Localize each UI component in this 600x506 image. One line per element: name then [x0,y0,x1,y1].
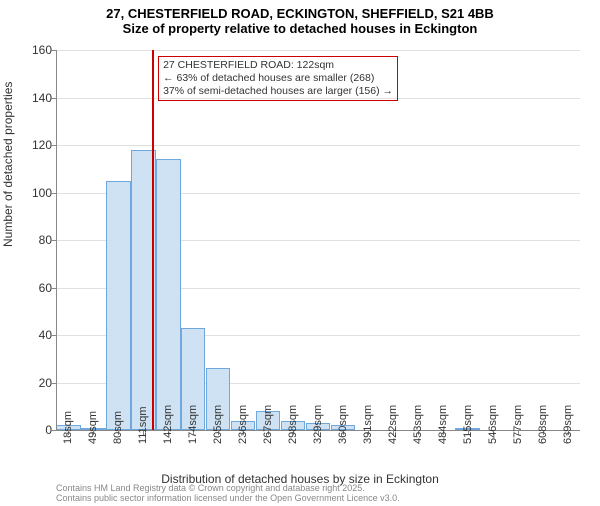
ytick-label: 120 [12,138,52,152]
histogram-bar [156,159,180,430]
attribution: Contains HM Land Registry data © Crown c… [56,484,400,504]
ytick-label: 40 [12,328,52,342]
ytick-label: 140 [12,91,52,105]
chart-title-main: 27, CHESTERFIELD ROAD, ECKINGTON, SHEFFI… [0,6,600,21]
ytick-label: 20 [12,376,52,390]
y-axis-line [56,50,57,430]
ytick-label: 160 [12,43,52,57]
annotation-line-2: ← 63% of detached houses are smaller (26… [163,72,393,85]
y-axis-label: Number of detached properties [1,82,15,247]
annotation-line-3: 37% of semi-detached houses are larger (… [163,85,393,98]
ytick-label: 0 [12,423,52,437]
reference-line [152,50,154,430]
ytick-label: 60 [12,281,52,295]
chart-title-sub: Size of property relative to detached ho… [0,21,600,36]
attribution-line-2: Contains public sector information licen… [56,494,400,504]
plot-area: 27 CHESTERFIELD ROAD: 122sqm ← 63% of de… [56,50,580,430]
histogram-bars [56,50,580,430]
annotation-box: 27 CHESTERFIELD ROAD: 122sqm ← 63% of de… [158,56,398,101]
ytick-label: 80 [12,233,52,247]
ytick-label: 100 [12,186,52,200]
histogram-bar [106,181,130,430]
annotation-line-1: 27 CHESTERFIELD ROAD: 122sqm [163,59,393,72]
